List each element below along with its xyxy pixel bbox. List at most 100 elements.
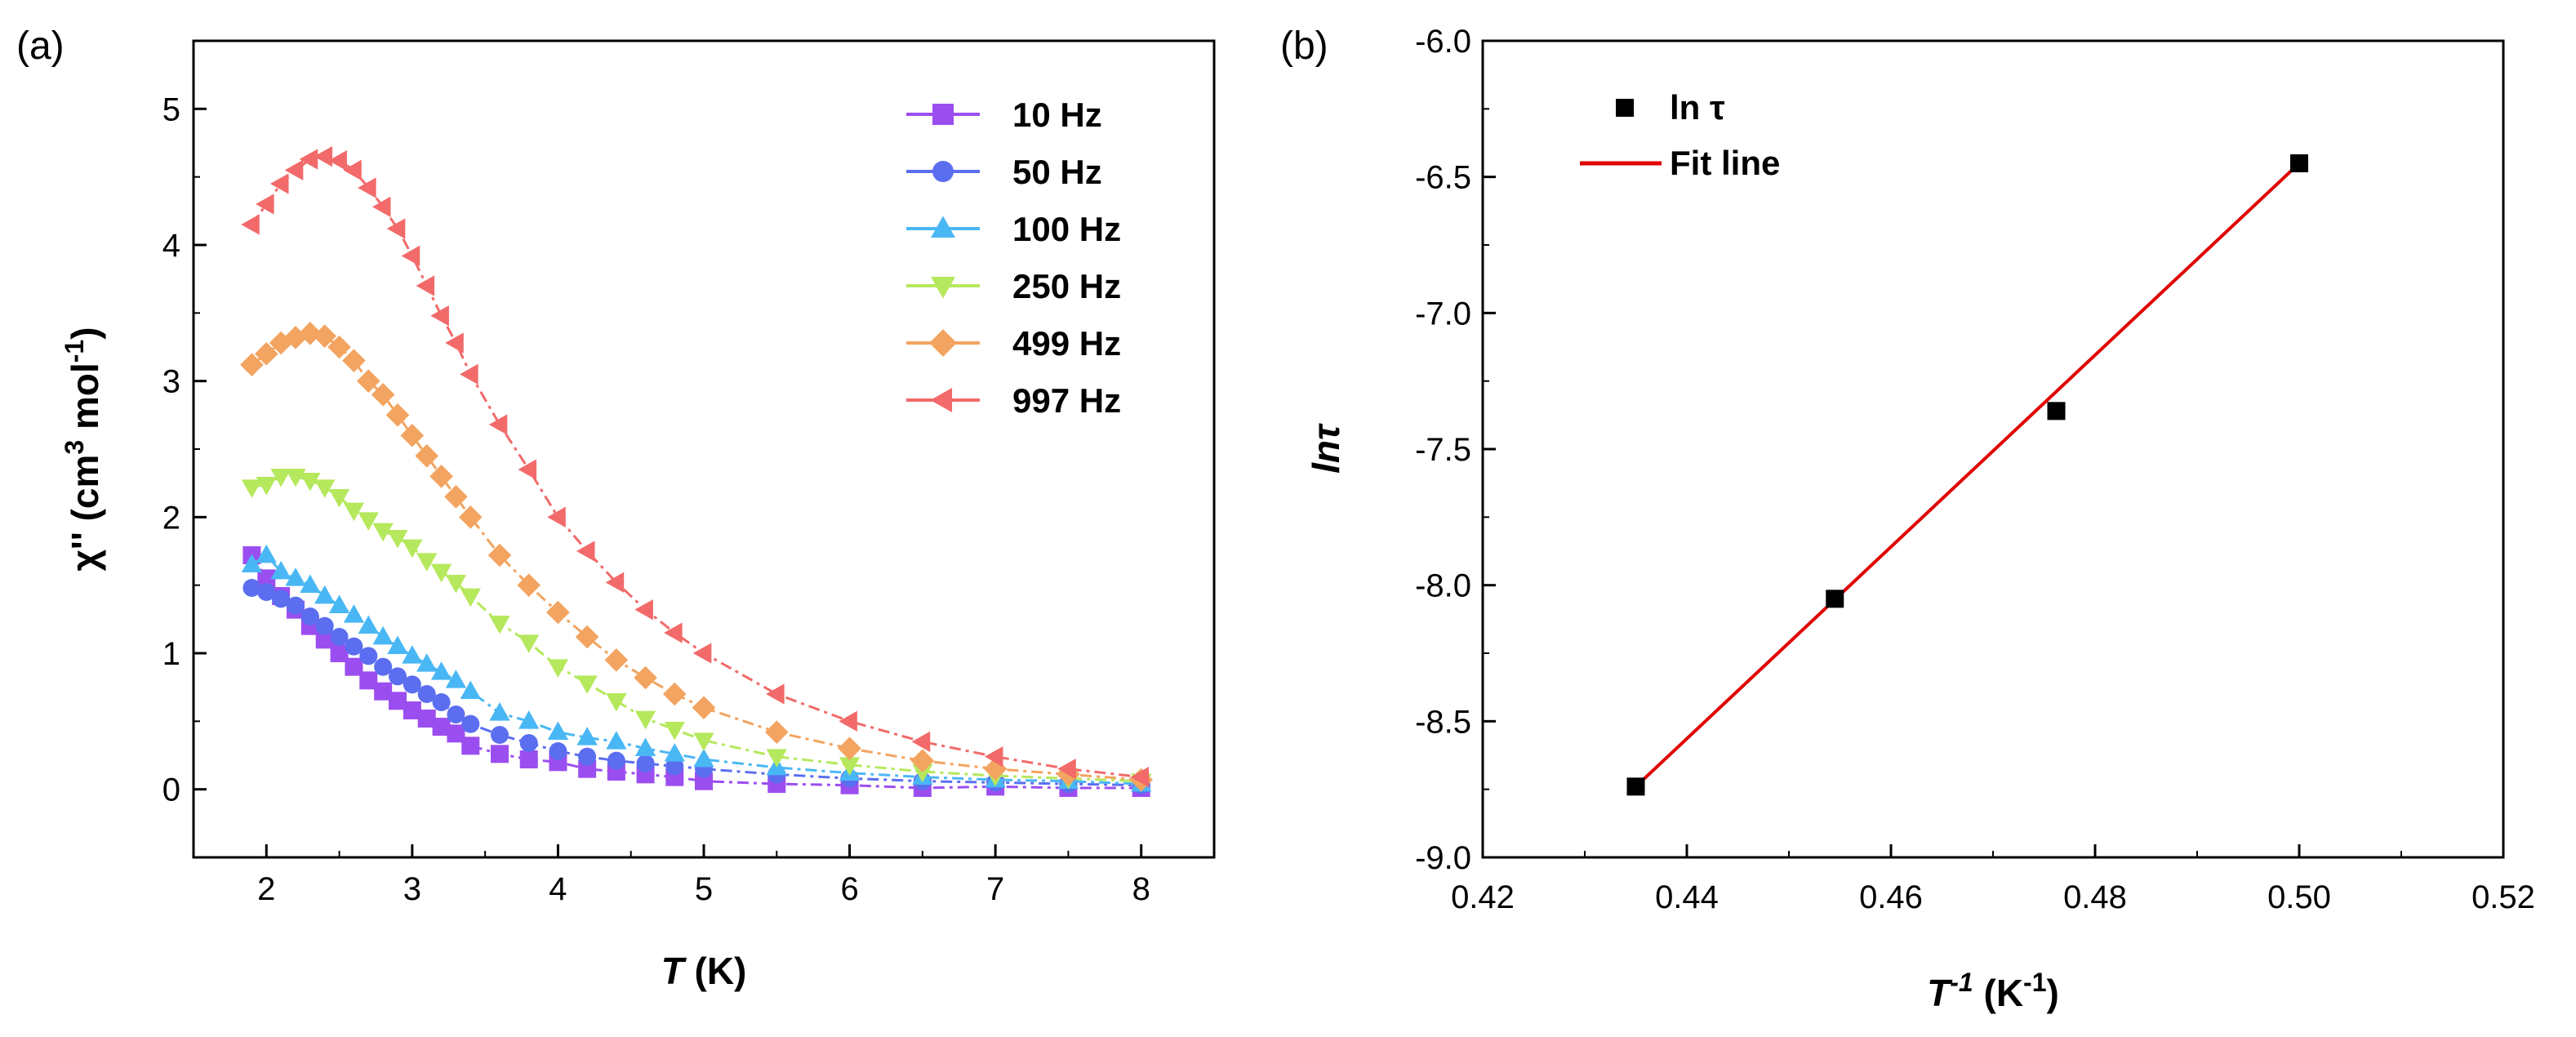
data-point	[1626, 777, 1645, 796]
data-point	[839, 757, 861, 776]
data-point	[256, 544, 277, 563]
data-point	[385, 403, 410, 427]
data-point	[488, 414, 508, 435]
data-point	[328, 594, 350, 614]
series-997-hz	[241, 146, 1150, 788]
panel-a-ticks: 2 3 4 5 6 7 8 0 1 2 3 4 5	[162, 40, 1215, 907]
data-point	[342, 349, 366, 372]
data-point	[664, 743, 685, 762]
x-tick-label: 0.42	[1451, 879, 1515, 915]
data-point	[693, 732, 714, 751]
data-point	[330, 628, 349, 646]
data-point	[345, 637, 363, 656]
data-point	[578, 747, 597, 766]
data-point	[692, 643, 712, 664]
x-tick-label: 7	[986, 871, 1004, 907]
data-point	[389, 692, 407, 710]
data-point	[604, 648, 629, 672]
data-point	[430, 305, 449, 327]
data-point	[417, 685, 436, 703]
data-point	[272, 590, 291, 608]
x-tick-label: 2	[257, 871, 275, 907]
legend-marker	[1616, 99, 1634, 117]
data-point	[241, 214, 260, 235]
data-point	[358, 177, 376, 198]
data-point	[910, 749, 935, 772]
data-point	[359, 671, 378, 690]
data-point	[1130, 767, 1150, 788]
data-point	[300, 574, 321, 594]
y-tick-label: 0	[162, 772, 180, 808]
y-tick-label: -8.5	[1415, 704, 1471, 740]
data-point	[343, 604, 365, 623]
y-tick-label: -6.5	[1415, 160, 1471, 196]
data-point	[519, 750, 538, 768]
data-point	[430, 661, 452, 680]
legend-marker	[931, 216, 955, 238]
data-point	[606, 731, 627, 750]
legend-label: ln τ	[1670, 88, 1725, 127]
data-point	[766, 683, 785, 705]
data-point	[314, 146, 333, 167]
data-point	[345, 657, 363, 676]
data-point	[313, 324, 337, 348]
data-point	[416, 275, 435, 296]
data-point	[270, 560, 291, 580]
data-point	[547, 659, 569, 678]
legend-entry: 10 Hz	[906, 96, 1102, 134]
data-point	[270, 468, 291, 487]
data-point	[343, 502, 365, 522]
panel-b-ticks: 0.42 0.44 0.46 0.48 0.50 0.52 -9.0 -8.5 -8.0 -7.5…	[1415, 24, 2535, 915]
data-point	[606, 692, 627, 712]
data-point	[576, 541, 595, 562]
data-point	[330, 644, 349, 662]
legend-entry: Fit line	[1580, 144, 1780, 182]
data-point	[605, 572, 625, 593]
data-point	[374, 657, 393, 676]
data-point	[487, 543, 512, 567]
data-point	[518, 634, 540, 653]
data-point	[387, 635, 408, 655]
legend-entry: 997 Hz	[906, 381, 1121, 420]
data-point	[518, 459, 537, 480]
data-point	[400, 424, 425, 447]
data-point	[445, 332, 464, 354]
data-point	[984, 746, 1003, 768]
data-point	[269, 331, 293, 355]
data-point	[417, 710, 436, 728]
data-point	[359, 647, 378, 665]
data-point	[766, 749, 787, 768]
data-point	[285, 567, 306, 586]
data-point	[518, 710, 540, 729]
x-tick-label: 0.46	[1859, 879, 1923, 915]
data-point	[445, 574, 467, 594]
legend-entry: 50 Hz	[906, 153, 1102, 191]
data-point	[315, 630, 334, 649]
panel-a-x-axis-title: T (K)	[661, 950, 747, 992]
data-point	[575, 625, 599, 649]
data-point	[764, 720, 789, 744]
x-tick-label: 0.50	[2267, 879, 2331, 915]
data-point	[403, 675, 421, 694]
data-point	[491, 745, 509, 763]
data-point	[460, 363, 478, 385]
data-point	[576, 727, 598, 745]
data-point	[429, 465, 453, 488]
data-point	[240, 353, 264, 376]
data-point	[242, 579, 261, 597]
data-point	[371, 196, 391, 217]
data-point	[356, 369, 380, 393]
data-point	[283, 326, 308, 349]
data-point	[460, 680, 481, 700]
data-point	[549, 742, 567, 760]
x-tick-label: 8	[1132, 871, 1150, 907]
data-point	[256, 476, 277, 496]
legend-label: 50 Hz	[1012, 153, 1102, 191]
data-point	[257, 583, 276, 601]
data-point	[343, 159, 362, 180]
data-point	[665, 757, 684, 776]
data-point	[607, 751, 625, 770]
data-point	[386, 218, 406, 239]
data-point	[401, 245, 420, 266]
